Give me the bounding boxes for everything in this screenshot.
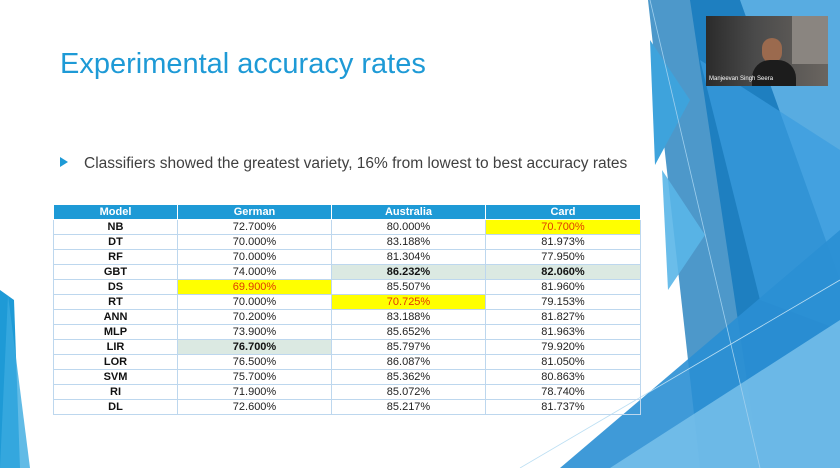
bullet-arrow-icon — [60, 157, 68, 167]
table-row: GBT 74.000% 86.232% 82.060% — [53, 264, 641, 280]
table-row: ANN 70.200% 83.188% 81.827% — [53, 309, 641, 325]
cell-model: SVM — [53, 369, 178, 385]
table-row: DL 72.600% 85.217% 81.737% — [53, 399, 641, 415]
cell-german: 70.000% — [177, 234, 332, 250]
cell-australia: 85.217% — [331, 399, 486, 415]
cell-german-best: 76.700% — [177, 339, 332, 355]
cell-german: 70.200% — [177, 309, 332, 325]
cell-model: DS — [53, 279, 178, 295]
cell-card: 78.740% — [485, 384, 641, 400]
cell-australia: 85.072% — [331, 384, 486, 400]
bullet-text: Classifiers showed the greatest variety,… — [84, 155, 628, 172]
header-german: German — [177, 204, 332, 220]
cell-australia: 81.304% — [331, 249, 486, 265]
cell-australia: 85.652% — [331, 324, 486, 340]
table-row: RI 71.900% 85.072% 78.740% — [53, 384, 641, 400]
table-row: LOR 76.500% 86.087% 81.050% — [53, 354, 641, 370]
cell-card: 77.950% — [485, 249, 641, 265]
bullet-point: Classifiers showed the greatest variety,… — [60, 154, 650, 173]
cell-german: 76.500% — [177, 354, 332, 370]
table-header-row: Model German Australia Card — [53, 204, 641, 220]
header-australia: Australia — [331, 204, 486, 220]
cell-australia: 80.000% — [331, 219, 486, 235]
table-row: NB 72.700% 80.000% 70.700% — [53, 219, 641, 235]
cell-australia: 83.188% — [331, 234, 486, 250]
cell-german: 70.000% — [177, 249, 332, 265]
cell-german: 74.000% — [177, 264, 332, 280]
header-model: Model — [53, 204, 178, 220]
cell-card: 81.737% — [485, 399, 641, 415]
cell-card: 79.153% — [485, 294, 641, 310]
cell-german-lowest: 69.900% — [177, 279, 332, 295]
cell-model: RF — [53, 249, 178, 265]
cell-australia-lowest: 70.725% — [331, 294, 486, 310]
table-row: RT 70.000% 70.725% 79.153% — [53, 294, 641, 310]
cell-model: RT — [53, 294, 178, 310]
cell-model: LIR — [53, 339, 178, 355]
cell-german: 72.700% — [177, 219, 332, 235]
cell-card: 80.863% — [485, 369, 641, 385]
cell-australia: 85.797% — [331, 339, 486, 355]
header-card: Card — [485, 204, 641, 220]
cell-australia: 86.087% — [331, 354, 486, 370]
cell-model: LOR — [53, 354, 178, 370]
cell-australia: 85.507% — [331, 279, 486, 295]
cell-card-lowest: 70.700% — [485, 219, 641, 235]
cell-card: 81.960% — [485, 279, 641, 295]
cell-card: 79.920% — [485, 339, 641, 355]
cell-australia: 85.362% — [331, 369, 486, 385]
cell-australia: 83.188% — [331, 309, 486, 325]
cell-model: NB — [53, 219, 178, 235]
cell-model: DT — [53, 234, 178, 250]
table-row: DS 69.900% 85.507% 81.960% — [53, 279, 641, 295]
cell-card: 81.827% — [485, 309, 641, 325]
cell-german: 73.900% — [177, 324, 332, 340]
table-row: RF 70.000% 81.304% 77.950% — [53, 249, 641, 265]
table-row: LIR 76.700% 85.797% 79.920% — [53, 339, 641, 355]
cell-model: GBT — [53, 264, 178, 280]
table-row: SVM 75.700% 85.362% 80.863% — [53, 369, 641, 385]
participant-name: Manjeevan Singh Seera — [709, 76, 774, 82]
accuracy-table: Model German Australia Card NB 72.700% 8… — [53, 204, 641, 415]
cell-german: 72.600% — [177, 399, 332, 415]
cell-german: 75.700% — [177, 369, 332, 385]
cell-german: 70.000% — [177, 294, 332, 310]
video-window-light — [792, 16, 828, 64]
participant-video-tile[interactable]: Manjeevan Singh Seera — [706, 16, 828, 86]
cell-model: RI — [53, 384, 178, 400]
cell-card: 81.973% — [485, 234, 641, 250]
cell-card-best: 82.060% — [485, 264, 641, 280]
participant-head — [762, 38, 782, 63]
cell-australia-best: 86.232% — [331, 264, 486, 280]
cell-card: 81.050% — [485, 354, 641, 370]
cell-model: DL — [53, 399, 178, 415]
slide-title: Experimental accuracy rates — [60, 48, 426, 80]
cell-german: 71.900% — [177, 384, 332, 400]
cell-model: MLP — [53, 324, 178, 340]
cell-model: ANN — [53, 309, 178, 325]
participant-body — [752, 60, 796, 86]
cell-card: 81.963% — [485, 324, 641, 340]
table-row: MLP 73.900% 85.652% 81.963% — [53, 324, 641, 340]
table-row: DT 70.000% 83.188% 81.973% — [53, 234, 641, 250]
